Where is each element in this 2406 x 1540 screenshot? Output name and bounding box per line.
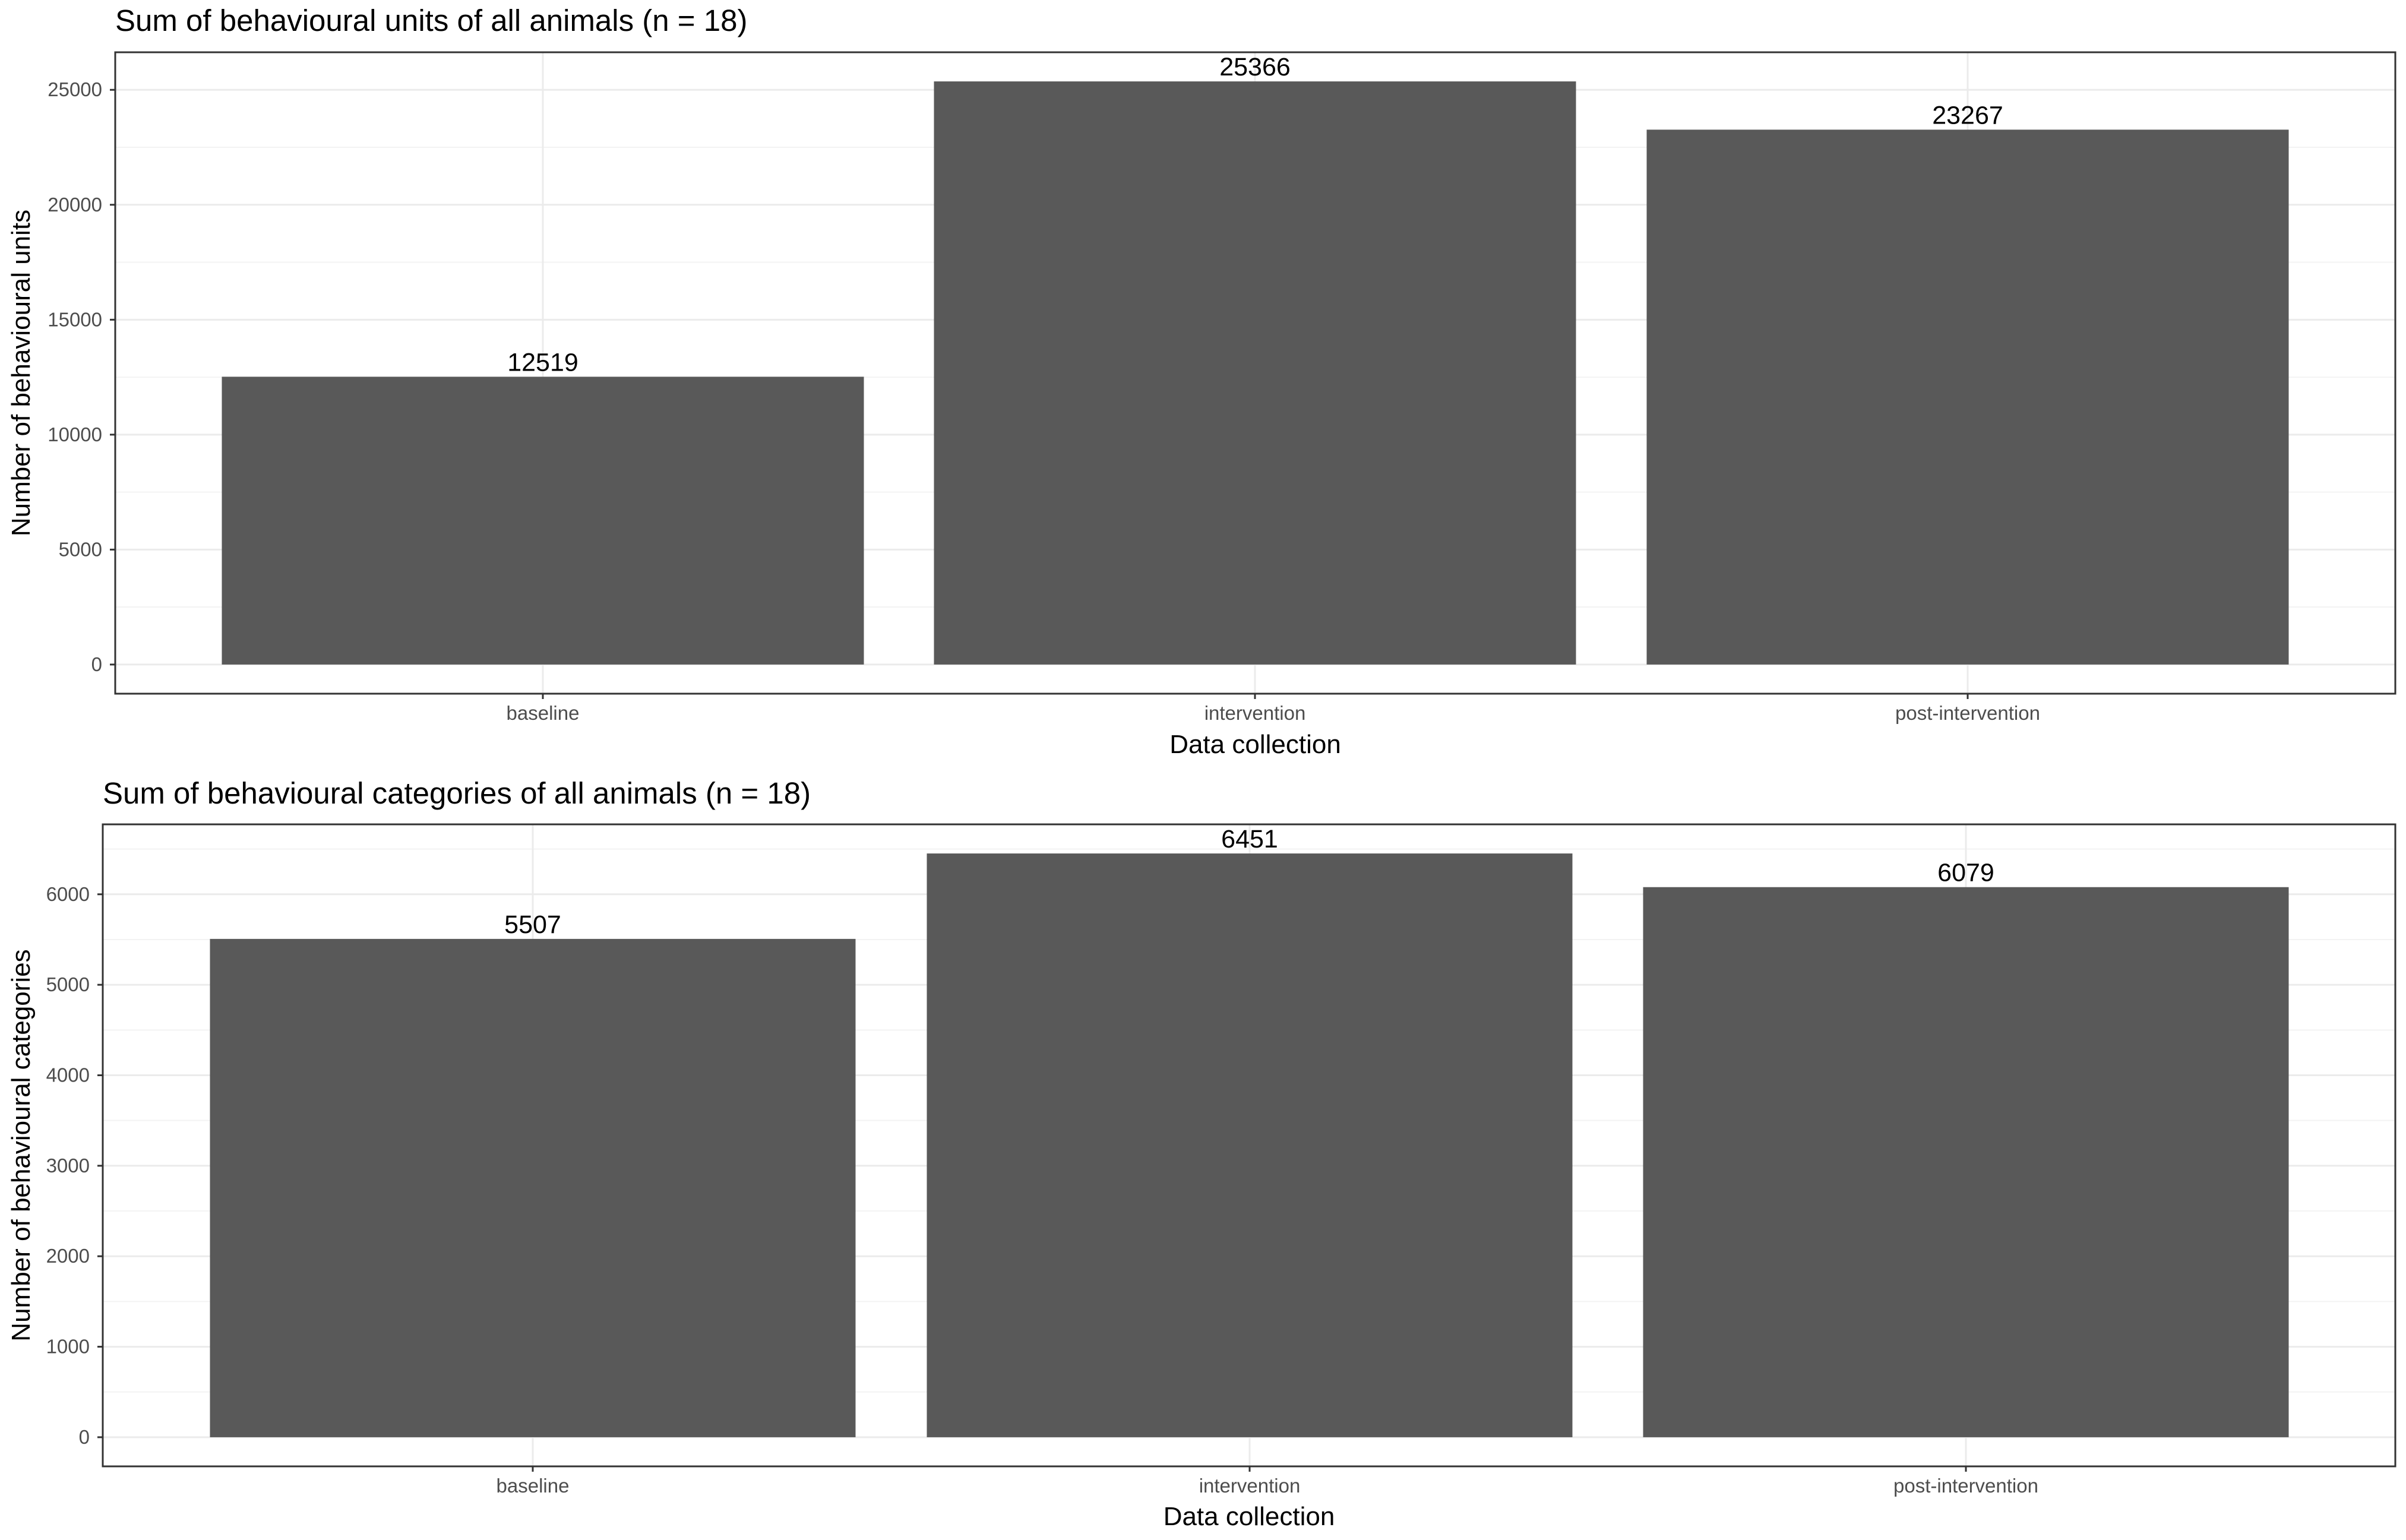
y-tick-label: 6000 [46,883,90,905]
bar-baseline [222,377,864,665]
bar-intervention [934,81,1576,665]
y-tick-label: 10000 [48,423,102,445]
data-label: 6451 [1221,825,1278,853]
bar-post-intervention [1646,129,2289,665]
x-tick-label: post-intervention [1893,1475,2038,1497]
bar-baseline [210,938,856,1437]
y-tick-label: 5000 [59,538,102,560]
y-tick-label: 15000 [48,308,102,330]
chart-title: Sum of behavioural categories of all ani… [103,776,811,810]
y-tick-label: 2000 [46,1245,90,1267]
x-tick-label: intervention [1204,702,1306,724]
x-axis-title: Data collection [1164,1502,1335,1531]
y-tick-label: 1000 [46,1336,90,1358]
data-label: 25366 [1219,53,1291,81]
bar-post-intervention [1643,887,2289,1437]
y-tick-label: 0 [79,1426,90,1448]
y-tick-label: 3000 [46,1155,90,1177]
x-axis-title: Data collection [1169,730,1341,759]
data-label: 12519 [507,348,578,377]
bar-intervention [927,853,1573,1437]
x-tick-label: post-intervention [1895,702,2040,724]
y-axis-title: Number of behavioural categories [7,949,36,1341]
x-tick-label: baseline [497,1475,570,1497]
x-tick-label: baseline [507,702,580,724]
x-tick-label: intervention [1199,1475,1301,1497]
chart-2: 5507 6451 6079 0 1000 2000 3000 4000 5000 6000 bas… [7,776,2396,1531]
chart-title: Sum of behavioural units of all animals … [115,4,747,37]
y-tick-label: 20000 [48,194,102,216]
chart-1: 12519 25366 23267 0 5000 10000 15000 20000 25000… [7,4,2396,759]
data-label: 23267 [1932,101,2003,129]
y-tick-label: 0 [91,653,102,675]
y-tick-label: 25000 [48,78,102,100]
y-axis-title: Number of behavioural units [7,210,36,536]
y-tick-label: 5000 [46,973,90,995]
data-label: 6079 [1937,859,1994,887]
y-tick-label: 4000 [46,1064,90,1086]
data-label: 5507 [504,910,561,939]
